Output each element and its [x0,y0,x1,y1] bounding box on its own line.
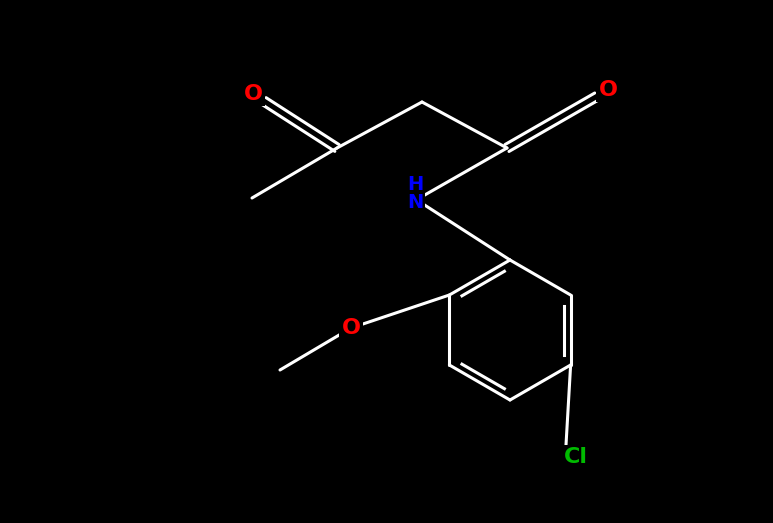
Text: H: H [407,175,423,194]
Text: O: O [243,84,263,104]
Text: Cl: Cl [564,447,588,467]
Text: N: N [407,192,423,211]
Text: O: O [598,80,618,100]
Text: O: O [342,318,360,338]
